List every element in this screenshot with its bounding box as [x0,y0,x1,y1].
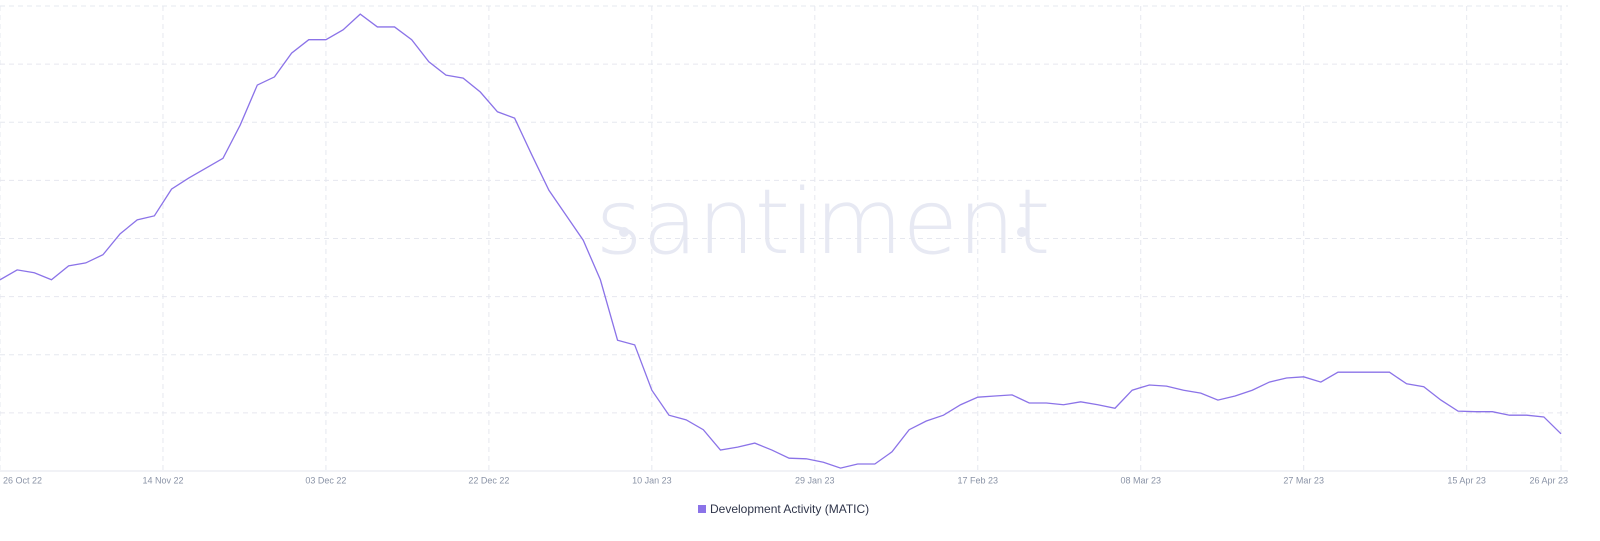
legend-swatch [698,505,706,513]
x-tick-label: 26 Apr 23 [1529,475,1568,485]
x-tick-label: 03 Dec 22 [305,475,346,485]
watermark-dot [1017,227,1027,237]
watermark-dot [619,227,629,237]
x-tick-label: 14 Nov 22 [142,475,183,485]
x-tick-label: 10 Jan 23 [632,475,672,485]
legend-label: Development Activity (MATIC) [710,502,869,516]
x-tick-label: 17 Feb 23 [958,475,999,485]
x-tick-label: 27 Mar 23 [1283,475,1324,485]
x-tick-label: 22 Dec 22 [468,475,509,485]
data-line [0,13,1562,469]
x-tick-label: 29 Jan 23 [795,475,835,485]
x-tick-label: 26 Oct 22 [3,475,42,485]
x-tick-label: 15 Apr 23 [1447,475,1486,485]
watermark: santiment [596,170,1051,275]
x-tick-label: 08 Mar 23 [1120,475,1161,485]
